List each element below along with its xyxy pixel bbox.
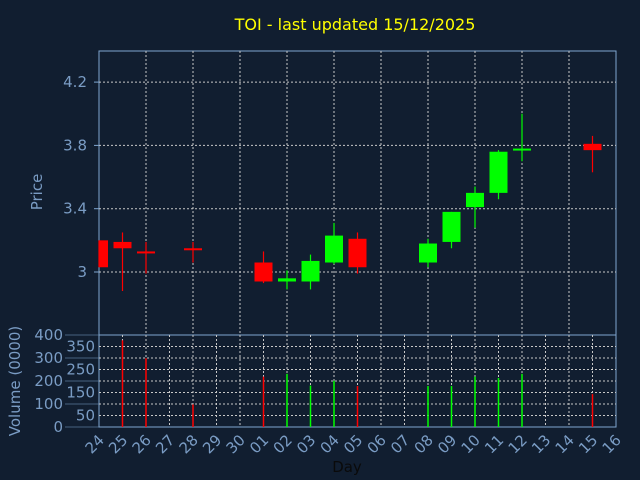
volume-tick-label: 350 — [66, 338, 95, 356]
x-tick-label: 24 — [82, 431, 108, 457]
volume-tick-label: 0 — [53, 418, 63, 436]
x-tick-label: 14 — [552, 431, 578, 457]
volume-tick-label: 150 — [66, 384, 95, 402]
x-tick-label: 02 — [270, 431, 296, 457]
x-tick-label: 03 — [293, 431, 319, 457]
x-tick-label: 16 — [599, 431, 625, 457]
x-tick-label: 01 — [246, 431, 272, 457]
x-tick-label: 12 — [505, 431, 531, 457]
candle-body — [184, 248, 202, 251]
volume-tick-label: 300 — [34, 349, 63, 367]
candle-body — [348, 238, 367, 268]
volume-tick-label: 100 — [34, 395, 63, 413]
volume-tick-label: 200 — [34, 372, 63, 390]
candle-body — [513, 148, 531, 151]
candle-body — [99, 240, 108, 268]
volume-tick-label: 400 — [34, 326, 63, 344]
x-tick-label: 29 — [199, 431, 225, 457]
volume-axis-label: Volume (0000) — [6, 326, 24, 436]
x-tick-label: 06 — [364, 431, 390, 457]
candle-body — [325, 235, 343, 263]
x-tick-label: 13 — [528, 431, 554, 457]
price-axis-label: Price — [28, 174, 46, 211]
x-tick-label: 26 — [129, 431, 155, 457]
candle-body — [278, 278, 296, 282]
x-tick-label: 11 — [481, 431, 507, 457]
price-tick-label: 4.2 — [63, 73, 87, 91]
candle-body — [419, 243, 437, 263]
x-tick-label: 27 — [152, 431, 178, 457]
x-tick-label: 15 — [575, 431, 601, 457]
candle-body — [466, 192, 484, 208]
candle-body — [254, 262, 273, 282]
x-tick-label: 08 — [411, 431, 437, 457]
x-tick-label: 30 — [223, 431, 249, 457]
x-tick-label: 10 — [458, 431, 484, 457]
x-axis-label: Day — [332, 458, 362, 476]
candle-body — [301, 260, 320, 282]
candle-body — [583, 143, 602, 151]
x-tick-label: 04 — [317, 431, 343, 457]
x-tick-label: 25 — [105, 431, 131, 457]
candle-body — [442, 211, 461, 242]
price-plot-frame — [98, 50, 617, 336]
volume-tick-label: 50 — [76, 407, 95, 425]
x-tick-label: 28 — [176, 431, 202, 457]
chart-title: TOI - last updated 15/12/2025 — [234, 15, 476, 34]
price-tick-label: 3.8 — [63, 136, 87, 154]
volume-tick-label: 250 — [66, 361, 95, 379]
price-tick-label: 3.4 — [63, 200, 87, 218]
x-tick-label: 05 — [340, 431, 366, 457]
candle-body — [113, 241, 132, 249]
price-tick-label: 3 — [77, 263, 87, 281]
x-tick-label: 07 — [387, 431, 413, 457]
x-tick-label: 09 — [434, 431, 460, 457]
candle-body — [489, 151, 508, 193]
candle-body — [137, 251, 155, 254]
